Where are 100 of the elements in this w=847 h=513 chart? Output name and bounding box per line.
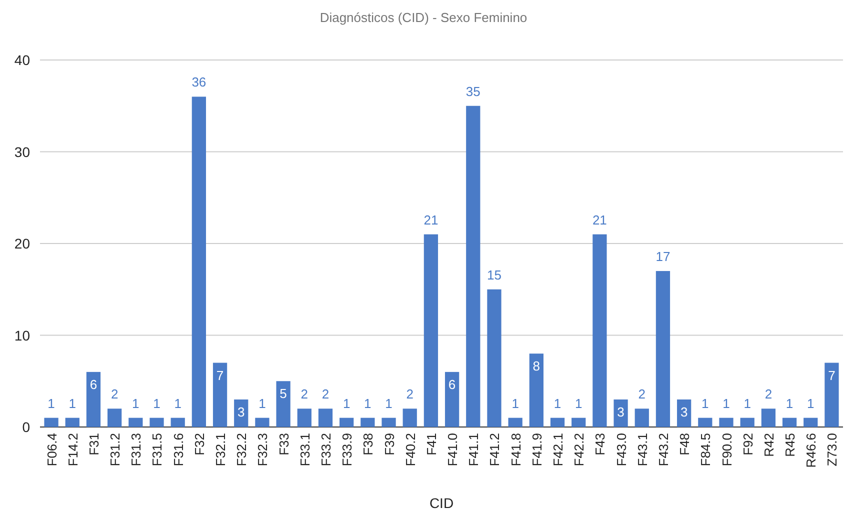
- x-tick-label: F92: [740, 433, 756, 456]
- bar: [128, 418, 143, 427]
- x-tick-label: F41.2: [487, 433, 502, 466]
- data-label: 2: [322, 386, 330, 402]
- x-axis-title: CID: [429, 495, 454, 511]
- x-tick-label: F43.0: [614, 433, 629, 466]
- data-label: 21: [592, 212, 607, 228]
- x-tick-label: F38: [360, 433, 376, 456]
- x-tick-label: F42.2: [572, 433, 587, 466]
- data-label: 1: [512, 396, 519, 411]
- y-tick-label: 20: [14, 236, 30, 252]
- bar: [107, 408, 122, 427]
- x-tick-label: F33.1: [297, 433, 312, 466]
- x-tick-label: F41: [424, 433, 439, 456]
- bar: [824, 362, 839, 427]
- data-label: 1: [364, 396, 372, 411]
- data-label: 6: [90, 376, 98, 392]
- y-tick-label: 0: [22, 419, 30, 435]
- bar: [86, 372, 101, 427]
- data-label: 1: [132, 396, 140, 411]
- data-label: 1: [385, 396, 392, 411]
- x-tick-label: F39: [382, 433, 397, 456]
- bar: [634, 408, 649, 427]
- data-label: 1: [554, 396, 562, 411]
- data-label: 6: [448, 376, 456, 392]
- data-label: 1: [702, 396, 709, 411]
- bar: [444, 372, 460, 427]
- data-label: 1: [722, 396, 730, 411]
- bar: [170, 418, 185, 427]
- data-label: 17: [656, 249, 670, 264]
- bar: [740, 418, 754, 427]
- data-label: 1: [174, 396, 182, 411]
- x-tick-label: F43.1: [634, 433, 650, 466]
- data-label: 2: [300, 386, 308, 402]
- bar: [318, 408, 333, 427]
- bar: [466, 106, 480, 427]
- bar: [487, 289, 502, 427]
- x-tick-label: F84.5: [698, 433, 714, 466]
- data-label: 5: [280, 386, 287, 402]
- x-tick-label: F41.1: [466, 433, 482, 466]
- bar: [529, 354, 544, 427]
- bar: [360, 418, 375, 427]
- x-tick-label: F41.8: [508, 433, 524, 466]
- x-tick-label: F40.2: [402, 433, 418, 466]
- x-tick-label: F33: [276, 433, 292, 456]
- x-tick-label: F33.9: [340, 433, 355, 466]
- bar: [276, 381, 290, 427]
- x-tick-label: F41.0: [445, 433, 460, 466]
- x-tick-label: F42.1: [550, 433, 566, 466]
- y-tick-label: 10: [14, 327, 30, 344]
- bar: [677, 399, 692, 427]
- data-label: 1: [342, 396, 350, 411]
- x-tick-label: F06.4: [44, 433, 60, 466]
- data-label: 7: [216, 368, 224, 383]
- x-tick-label: F41.9: [529, 433, 544, 466]
- x-tick-label: F48: [677, 433, 692, 456]
- data-label: 1: [574, 396, 582, 411]
- bar: [572, 418, 586, 427]
- data-label: 3: [238, 404, 245, 420]
- data-label: 8: [532, 358, 540, 374]
- bar: [656, 271, 670, 427]
- y-tick-label: 40: [14, 52, 30, 68]
- bar: [508, 418, 522, 427]
- bar: [44, 418, 58, 427]
- x-tick-label: F31.5: [150, 433, 165, 466]
- data-label: 2: [110, 386, 118, 402]
- x-tick-label: F31: [86, 433, 102, 456]
- x-tick-label: F32: [192, 433, 207, 456]
- bar: [65, 418, 80, 427]
- bar: [234, 399, 248, 427]
- y-tick-label: 30: [14, 144, 30, 160]
- bar: [592, 234, 607, 427]
- bar: [698, 418, 712, 427]
- bar: [782, 418, 797, 427]
- data-label: 1: [153, 396, 160, 411]
- bar: [340, 418, 354, 427]
- x-tick-label: F33.2: [318, 433, 334, 466]
- bar: [550, 418, 565, 427]
- x-tick-label: F32.1: [213, 433, 228, 466]
- data-label: 1: [786, 396, 794, 411]
- data-label: 2: [406, 386, 414, 402]
- x-tick-label: R42: [761, 433, 776, 457]
- data-label: 36: [192, 74, 206, 90]
- x-tick-label: R45: [782, 433, 798, 457]
- bar: [719, 418, 734, 427]
- data-label: 1: [48, 396, 55, 411]
- bar: [212, 362, 228, 427]
- bar: [804, 418, 818, 427]
- bar: [297, 408, 312, 427]
- x-tick-label: F32.3: [255, 433, 270, 466]
- bar: [382, 418, 396, 427]
- data-label: 2: [638, 386, 646, 402]
- x-tick-label: F14.2: [65, 433, 80, 466]
- data-label: 1: [744, 396, 751, 411]
- data-label: 35: [466, 84, 480, 99]
- bar: [192, 96, 206, 427]
- bar: [150, 418, 164, 427]
- bar: [614, 399, 628, 427]
- data-label: 1: [68, 396, 76, 411]
- bar: [255, 418, 270, 427]
